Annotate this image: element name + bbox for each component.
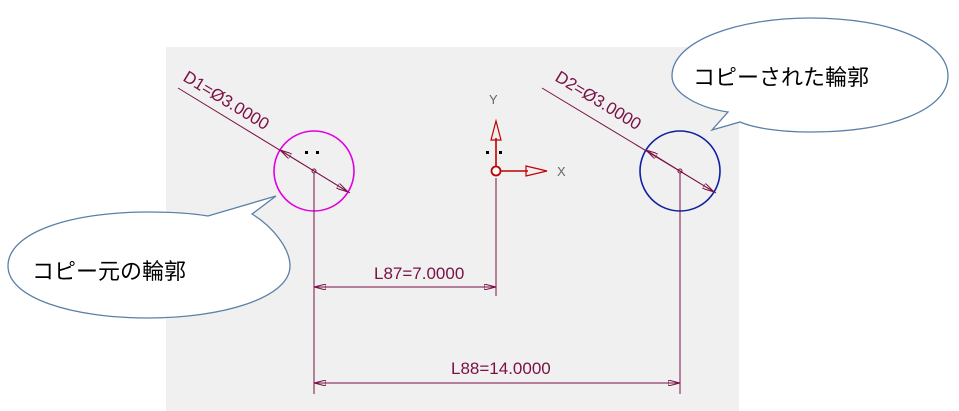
d1-grip-marker-2 [316, 151, 319, 154]
d1-dimension-line [280, 150, 348, 192]
original-callout-bubble [7, 195, 291, 319]
l87-dimension-label: L87=7.0000 [374, 264, 464, 283]
l88-dimension-label: L88=14.0000 [451, 359, 551, 378]
d2-dimension-line [646, 150, 714, 192]
copied-callout-bubble [671, 17, 949, 133]
original-callout-text: コピー元の輪郭 [32, 260, 186, 285]
d1-grip-marker [305, 151, 308, 154]
origin-axis-icon [486, 118, 548, 177]
copied-callout-text: コピーされた輪郭 [693, 66, 869, 91]
x-axis-label: X [557, 164, 566, 179]
y-axis-label: Y [489, 92, 498, 107]
